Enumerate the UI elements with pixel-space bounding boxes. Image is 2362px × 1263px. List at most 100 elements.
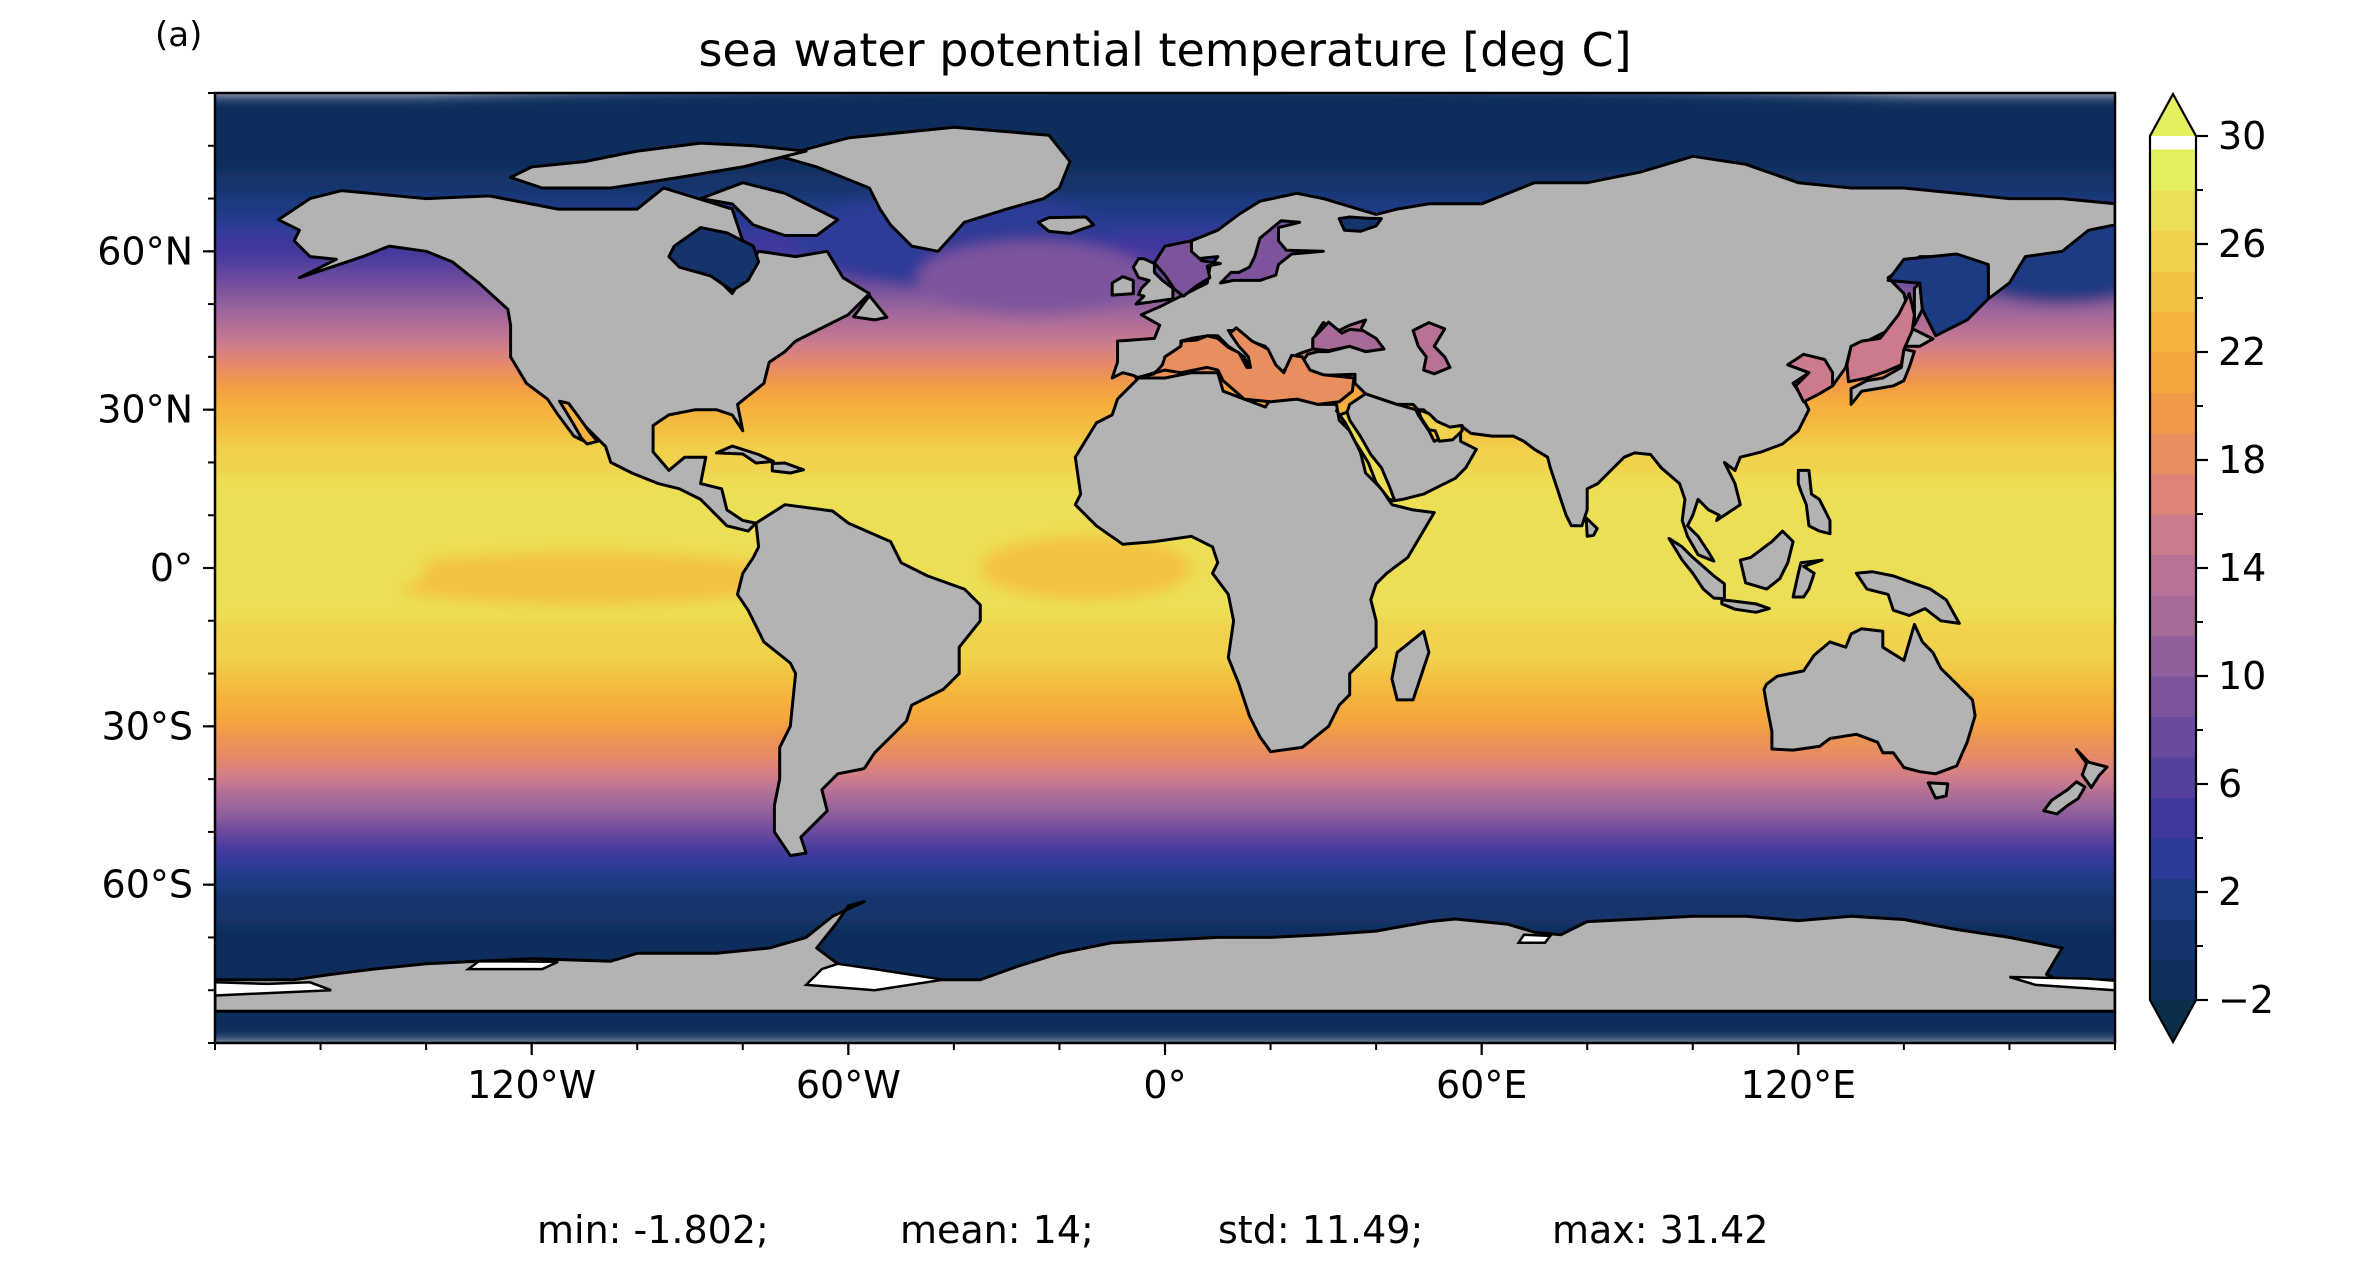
temperature-band	[215, 719, 2115, 728]
temperature-band	[215, 660, 2115, 668]
colorbar-segment	[2150, 878, 2196, 920]
temperature-anomaly-patch	[1666, 494, 2089, 621]
colorbar-segment	[2150, 554, 2196, 596]
x-tick-label: 0°	[1143, 1063, 1186, 1107]
landmass-japan	[1849, 347, 1916, 406]
temperature-band	[215, 227, 2115, 237]
temperature-anomaly-patch	[916, 240, 1150, 315]
temperature-band	[215, 607, 2115, 616]
colorbar-segment	[2150, 392, 2196, 434]
temperature-band	[215, 211, 2115, 221]
colorbar-tick-label: 18	[2218, 438, 2266, 482]
landmass-iceland	[1036, 215, 1096, 235]
landmass-tasmania	[1926, 781, 1950, 800]
temperature-band	[215, 785, 2115, 794]
temperature-band	[215, 680, 2115, 688]
land-masses	[215, 125, 2115, 1013]
landmass-madagascar	[1390, 629, 1431, 702]
temperature-band	[215, 897, 2115, 906]
temperature-anomaly-patch	[373, 552, 796, 605]
temperature-band	[215, 805, 2115, 814]
mediterranean-sea	[1134, 326, 1356, 406]
temperature-band	[215, 195, 2115, 205]
y-tick-label: 30°N	[97, 388, 193, 432]
colorbar-tick-label: 6	[2218, 762, 2242, 806]
colorbar-segment	[2150, 190, 2196, 232]
temperature-band	[215, 917, 2115, 926]
temperature-band	[215, 739, 2115, 748]
temperature-band	[215, 188, 2115, 197]
colorbar-segment	[2150, 473, 2196, 515]
panel-label: (a)	[155, 15, 202, 55]
temperature-band	[215, 831, 2115, 840]
colorbar-segment	[2150, 716, 2196, 758]
landmass-antarctica	[215, 900, 2115, 1013]
colorbar-segment	[2150, 757, 2196, 799]
colorbar-segment	[2150, 959, 2196, 1001]
landmass-greenland	[778, 125, 1072, 253]
caspian-sea	[1411, 321, 1452, 376]
temperature-band	[215, 812, 2115, 820]
temperature-anomaly-patch	[980, 536, 1192, 600]
landmass-south-america	[736, 503, 982, 858]
north-sea	[1152, 239, 1222, 298]
colorbar-segment	[2150, 797, 2196, 839]
temperature-band	[215, 891, 2115, 899]
colorbar-tick-label: 2	[2218, 870, 2242, 914]
map-area	[215, 93, 2115, 1043]
landmass-cuba	[714, 444, 775, 465]
landmass-australia	[1762, 623, 1977, 776]
colorbar-segment	[2150, 635, 2196, 677]
temperature-anomaly-patch	[215, 536, 427, 600]
stats-line: min: -1.802; mean: 14; std: 11.49; max: …	[537, 1208, 1768, 1252]
temperature-band	[215, 845, 2115, 853]
colorbar: 30 26 22 18 14 10 6 2 −2	[2148, 91, 2274, 1045]
stat-min: min: -1.802;	[537, 1208, 769, 1252]
temperature-band	[215, 726, 2115, 734]
temperature-band	[215, 930, 2115, 939]
temperature-anomaly-patch	[1439, 515, 1735, 621]
temperature-band	[215, 633, 2115, 642]
temperature-band	[215, 541, 2115, 550]
temperature-band	[215, 732, 2115, 741]
landmass-hispaniola	[770, 461, 805, 475]
yellow-sea	[1786, 352, 1835, 404]
temperature-band	[215, 647, 2115, 655]
temperature-band	[215, 798, 2115, 807]
temperature-band	[215, 219, 2115, 229]
gulf-of-california	[558, 399, 600, 446]
temperature-band	[215, 713, 2115, 721]
temperature-band	[215, 825, 2115, 833]
x-tick-label: 60°W	[796, 1063, 901, 1107]
ice-shelf-gap	[803, 962, 944, 992]
temperature-band	[215, 614, 2115, 622]
temperature-band	[215, 765, 2115, 774]
temperature-band	[215, 904, 2115, 913]
baltic-sea	[1218, 219, 1325, 285]
landmass-borneo	[1738, 529, 1795, 591]
landmass-arctic-islands	[509, 141, 808, 190]
colorbar-segment	[2150, 838, 2196, 880]
red-sea	[1335, 409, 1397, 502]
stat-mean: mean: 14;	[900, 1208, 1094, 1252]
temperature-band	[215, 911, 2115, 919]
temperature-band	[215, 864, 2115, 873]
landmass-baffin	[699, 181, 840, 237]
white-sea	[1337, 215, 1383, 233]
persian-gulf	[1416, 408, 1464, 443]
temperature-band	[215, 884, 2115, 893]
colorbar-segment	[2150, 514, 2196, 556]
x-tick-label: 60°E	[1436, 1063, 1527, 1107]
temperature-band	[215, 627, 2115, 635]
temperature-band	[215, 164, 2115, 174]
landmass-philippines	[1796, 468, 1832, 536]
colorbar-extend-min	[2150, 1000, 2196, 1042]
x-tick-label: 120°W	[467, 1063, 596, 1107]
ice-shelf-gap	[464, 959, 559, 971]
temperature-band	[215, 746, 2115, 754]
temperature-band	[215, 620, 2115, 629]
temperature-band	[215, 587, 2115, 596]
landmass-sulawesi	[1791, 558, 1824, 599]
landmass-sri-lanka	[1584, 516, 1599, 538]
